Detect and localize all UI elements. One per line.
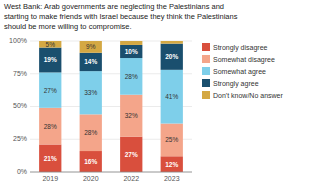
data-label: 5% — [46, 41, 56, 48]
bar-segment — [39, 144, 61, 172]
legend-label: Strongly agree — [213, 80, 259, 88]
data-label: 28% — [125, 73, 138, 80]
bar-segment — [80, 151, 102, 172]
data-labels: 21% 16% 27% 12% 28% 28% 32% 25% 27% 33% 28% 41% 19% 1… — [44, 41, 179, 168]
data-label: 14% — [84, 58, 97, 65]
data-label: 27% — [125, 151, 138, 158]
chart: West Bank: Arab governments are neglecti… — [0, 0, 320, 186]
data-label: 12% — [165, 161, 178, 168]
legend: Strongly disagree Somewhat disagree Somewh… — [202, 43, 283, 99]
bar-segment — [39, 48, 61, 73]
legend-swatch — [202, 91, 210, 99]
data-label: 33% — [84, 89, 97, 96]
data-label: 41% — [165, 93, 178, 100]
y-tick-label: 100% — [9, 37, 27, 44]
bars — [39, 41, 183, 172]
bar-segment — [120, 95, 142, 137]
data-label: 28% — [44, 123, 57, 130]
bar-segment — [80, 71, 102, 114]
y-tick-label: 50% — [13, 102, 27, 109]
x-tick-label: 2019 — [42, 175, 58, 182]
bar-segment — [39, 108, 61, 145]
x-tick-label: 2022 — [123, 175, 139, 182]
bar-segment — [120, 137, 142, 172]
legend-swatch — [202, 79, 210, 87]
title: West Bank: Arab governments are neglecti… — [4, 2, 238, 31]
bar-segment — [120, 45, 142, 58]
legend-label: Strongly disagree — [213, 44, 268, 52]
bar-segment — [80, 41, 102, 53]
grid-line — [30, 172, 192, 173]
data-label: 27% — [44, 87, 57, 94]
bar-segment — [161, 70, 183, 124]
bar-segment — [39, 41, 61, 48]
legend-swatch — [202, 67, 210, 75]
y-tick-label: 25% — [13, 135, 27, 142]
y-tick-label: 75% — [13, 70, 27, 77]
data-label: 21% — [44, 155, 57, 162]
data-label: 25% — [165, 136, 178, 143]
bar-segment — [39, 72, 61, 107]
legend-label: Don't know/No answer — [213, 92, 283, 99]
x-axis-line — [30, 172, 192, 173]
data-label: 9% — [86, 43, 96, 50]
bar-segment — [161, 41, 183, 44]
y-tick-label: 0% — [17, 168, 27, 175]
data-label: 28% — [84, 129, 97, 136]
bar-segment — [120, 41, 142, 45]
data-label: 32% — [125, 112, 138, 119]
legend-swatch — [202, 43, 210, 51]
bar-segment — [161, 156, 183, 172]
data-label: 10% — [125, 48, 138, 55]
data-label: 19% — [44, 56, 57, 63]
data-label: 20% — [165, 53, 178, 60]
grid — [30, 41, 192, 172]
data-label: 16% — [84, 158, 97, 165]
legend-swatch — [202, 55, 210, 63]
x-tick-label: 2020 — [83, 175, 99, 182]
legend-label: Somewhat disagree — [213, 56, 275, 64]
legend-label: Somewhat agree — [213, 68, 266, 76]
bar-segment — [161, 44, 183, 70]
bar-segment — [120, 58, 142, 95]
bar-segment — [80, 114, 102, 151]
bar-segment — [161, 124, 183, 157]
bar-segment — [80, 53, 102, 71]
x-tick-label: 2023 — [164, 175, 180, 182]
